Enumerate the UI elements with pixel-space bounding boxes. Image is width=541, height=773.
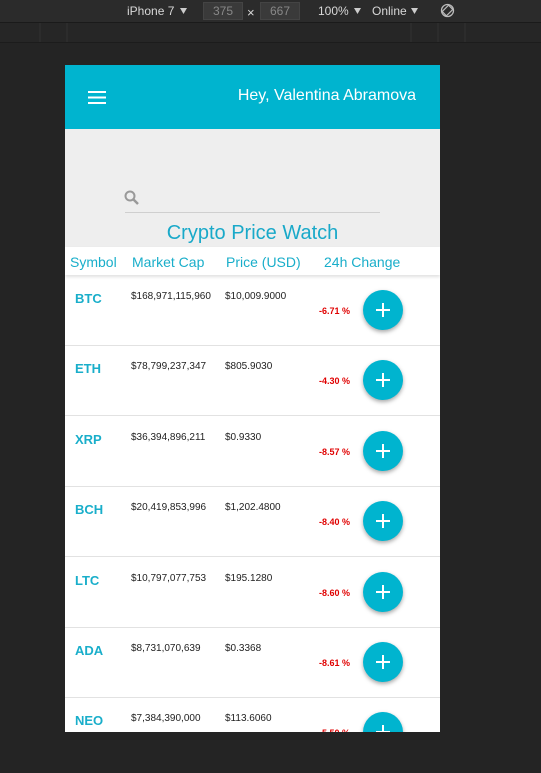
market-cap: $8,731,070,639 [131, 643, 201, 654]
zoom-select[interactable]: 100% [318, 4, 349, 18]
table-row: ETH $78,799,237,347 $805.9030 -4.30 % [65, 345, 440, 417]
plus-icon [376, 303, 390, 317]
table-row: BTC $168,971,115,960 $10,009.9000 -6.71 % [65, 275, 440, 346]
network-select[interactable]: Online [372, 4, 407, 18]
price: $195.1280 [225, 572, 273, 584]
add-button[interactable] [363, 571, 403, 612]
device-select[interactable]: iPhone 7 [127, 4, 175, 18]
price: $10,009.9000 [225, 291, 287, 302]
table-row: XRP $36,394,896,211 $0.9330 -8.57 % [65, 416, 440, 487]
market-cap: $36,394,896,211 [131, 431, 206, 443]
change: -8.57 % [319, 446, 351, 457]
symbol: LTC [75, 572, 100, 588]
price: $0.9330 [225, 431, 262, 443]
change: -6.71 % [319, 306, 351, 316]
symbol: XRP [75, 431, 102, 447]
plus-icon [376, 373, 390, 388]
change: -5.50 % [319, 728, 350, 732]
table-row: LTC $10,797,077,753 $195.1280 -8.60 % [65, 557, 440, 628]
market-cap: $7,384,390,000 [131, 713, 201, 725]
table-row: NEO $7,384,390,000 $113.6060 -5.50 % [65, 697, 440, 732]
add-button[interactable] [363, 642, 403, 682]
symbol: BTC [75, 291, 102, 306]
table-row: BCH $20,419,853,996 $1,202.4800 -8.40 % [65, 486, 440, 558]
device-toolbar: iPhone 7 375 × 667 100% Online [0, 0, 541, 23]
market-cap: $168,971,115,960 [131, 291, 211, 302]
symbol: ADA [75, 643, 104, 658]
dropdown-arrow [354, 8, 361, 14]
change: -8.61 % [319, 658, 351, 668]
rotate-icon[interactable] [440, 3, 455, 18]
greeting: Hey, Valentina Abramova [237, 87, 416, 104]
market-cap: $10,797,077,753 [131, 572, 207, 584]
price: $0.3368 [225, 643, 262, 654]
add-button[interactable] [363, 360, 403, 401]
add-button[interactable] [363, 501, 403, 542]
plus-icon [376, 514, 390, 529]
change: -4.30 % [319, 376, 351, 387]
change: -8.40 % [319, 517, 351, 528]
market-cap: $20,419,853,996 [131, 502, 207, 514]
dropdown-arrow [180, 8, 187, 14]
ruler-dividers [39, 23, 466, 42]
add-button[interactable] [363, 290, 403, 330]
price: $805.9030 [225, 361, 273, 373]
page-title: Crypto Price Watch [166, 222, 339, 244]
plus-icon [376, 443, 390, 458]
table-row: ADA $8,731,070,639 $0.3368 -8.61 % [65, 627, 440, 698]
column-header: 24h Change [324, 254, 401, 270]
column-header: Price (USD) [226, 254, 301, 270]
search-area [65, 129, 440, 247]
plus-icon [376, 655, 390, 669]
add-button[interactable] [363, 430, 403, 471]
app-header: Hey, Valentina Abramova [65, 65, 440, 129]
dropdown-arrow [411, 8, 418, 14]
menu-icon[interactable] [88, 91, 106, 104]
market-cap: $78,799,237,347 [131, 361, 207, 373]
width-input[interactable]: 375 [203, 2, 243, 20]
height-input[interactable]: 667 [260, 2, 300, 20]
price: $1,202.4800 [225, 502, 281, 514]
change: -8.60 % [319, 587, 351, 598]
plus-icon [376, 725, 390, 732]
search-icon [124, 190, 139, 205]
column-header: Market Cap [132, 254, 205, 270]
plus-icon [376, 584, 390, 599]
table-header: Symbol Market Cap Price (USD) 24h Change [65, 247, 440, 275]
symbol: NEO [75, 713, 104, 729]
dimension-separator: × [247, 5, 255, 20]
symbol: ETH [75, 361, 101, 377]
add-button[interactable] [363, 712, 403, 732]
search-input[interactable] [125, 212, 380, 213]
price: $113.6060 [225, 713, 272, 725]
phone-viewport: Hey, Valentina Abramova Crypto Price Wat… [65, 65, 440, 732]
column-header: Symbol [70, 254, 117, 270]
toolbar-rulers [0, 23, 541, 43]
symbol: BCH [75, 502, 104, 518]
